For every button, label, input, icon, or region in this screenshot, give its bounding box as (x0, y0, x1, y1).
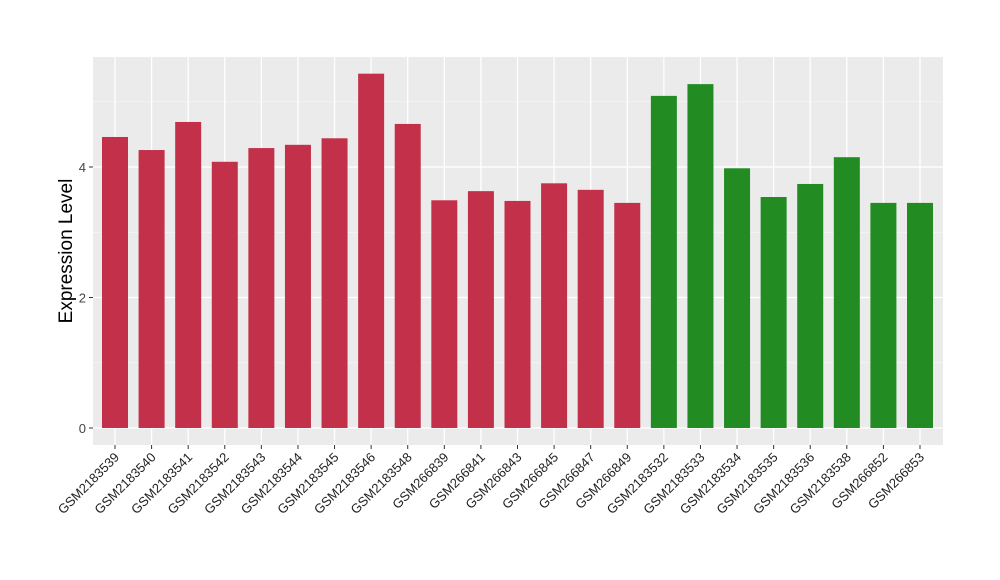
bar-GSM2183545 (321, 138, 348, 429)
bar-GSM266839 (431, 200, 458, 428)
bar-GSM2183544 (284, 144, 311, 428)
bar-GSM266853 (907, 202, 933, 428)
bar-GSM2183532 (650, 95, 677, 428)
bar-GSM266843 (504, 200, 531, 428)
bar-GSM2183542 (211, 161, 238, 428)
y-axis-label: Expression Level (56, 179, 77, 324)
bar-GSM266847 (577, 189, 604, 428)
bar-GSM2183534 (724, 168, 751, 428)
bar-GSM2183546 (358, 73, 385, 428)
bar-GSM2183536 (797, 183, 824, 428)
y-tick-label: 2 (79, 291, 86, 306)
bar-GSM2183533 (687, 84, 714, 428)
y-tick-label: 4 (79, 160, 86, 175)
bar-GSM2183548 (394, 123, 421, 428)
bar-GSM2183538 (833, 157, 860, 428)
y-tick-label: 0 (79, 421, 86, 436)
bar-GSM266852 (870, 202, 897, 428)
bar-GSM2183543 (248, 148, 275, 428)
bar-GSM2183539 (102, 136, 128, 429)
bar-GSM2183540 (138, 150, 165, 428)
bar-GSM2183541 (175, 121, 202, 428)
bar-GSM266849 (614, 202, 641, 428)
bar-GSM266845 (541, 183, 568, 428)
bar-GSM2183535 (760, 197, 787, 428)
bar-GSM266841 (467, 191, 494, 428)
